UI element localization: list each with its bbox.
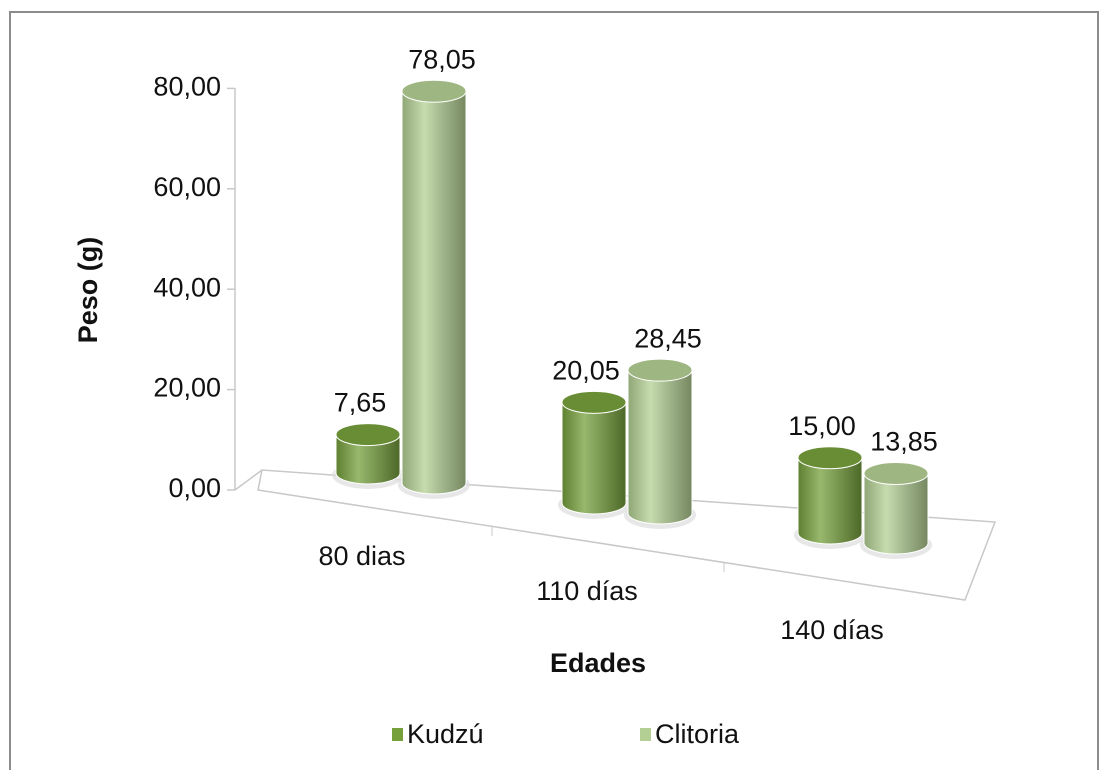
bar-top [797,446,863,470]
data-label: 7,65 [334,388,387,418]
legend-swatch [640,728,651,741]
floor-edge [234,469,263,491]
data-label: 15,00 [788,411,856,441]
x-axis-title: Edades [550,648,646,678]
legend-label: Clitoria [655,719,740,749]
x-tick-label: 80 dias [318,541,405,571]
y-tick-label: 80,00 [153,72,221,102]
bar [627,369,693,525]
legend-label: Kudzú [407,719,484,749]
bar [863,472,929,555]
x-tick-label: 110 días [536,576,638,606]
y-tick-label: 20,00 [153,373,221,403]
bar [335,434,401,485]
y-tick-label: 60,00 [153,172,221,202]
x-tick-label: 140 días [780,615,884,645]
data-label: 28,45 [634,323,702,353]
y-axis-title: Peso (g) [73,237,103,344]
floor [257,469,997,601]
bar-top [863,461,929,485]
bar-top [561,390,627,414]
y-tick-label: 40,00 [153,272,221,302]
data-label: 13,85 [870,427,938,457]
data-label: 20,05 [552,355,620,385]
bar [561,401,627,515]
y-tick-label: 0,00 [168,473,221,503]
bar [797,457,863,545]
bar-top [335,423,401,447]
bar-top [401,79,467,103]
data-label: 78,05 [408,44,476,74]
bar-top [627,358,693,382]
legend-swatch [392,728,403,741]
bar [401,90,467,495]
chart-border [9,11,1099,770]
